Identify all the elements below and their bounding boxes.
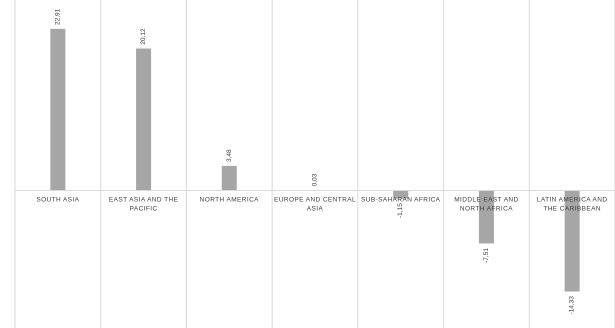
data-label: -1,15 bbox=[397, 203, 404, 218]
category-label: MIDDLE EAST AND bbox=[454, 196, 518, 203]
data-label: 3,48 bbox=[226, 149, 233, 162]
grid-lines bbox=[14, 0, 615, 328]
category-label: ASIA bbox=[307, 205, 324, 212]
category-label: PACIFIC bbox=[130, 205, 158, 212]
category-label: EAST ASIA AND THE bbox=[109, 196, 179, 203]
data-labels-group: 22,91 20,12 3,48 0,03 -1,15 -7,51 -14,33 bbox=[54, 8, 575, 314]
bar bbox=[221, 165, 237, 191]
category-label: NORTH AFRICA bbox=[460, 205, 513, 212]
category-labels-group: SOUTH ASIA EAST ASIA AND THE PACIFIC NORTH … bbox=[36, 196, 607, 212]
category-label: EUROPE AND CENTRAL bbox=[274, 196, 356, 203]
data-label: 22,91 bbox=[54, 8, 61, 25]
data-label: 0,03 bbox=[312, 173, 319, 186]
category-label: THE CARIBBEAN bbox=[543, 205, 601, 212]
bar bbox=[393, 190, 409, 199]
bar bbox=[478, 190, 494, 244]
bars-group bbox=[50, 28, 580, 292]
category-label: SUB-SAHARAN AFRICA bbox=[361, 196, 441, 203]
data-label: -7,51 bbox=[483, 248, 490, 263]
category-label: SOUTH ASIA bbox=[36, 196, 79, 203]
bar bbox=[564, 190, 580, 292]
bar bbox=[50, 28, 66, 191]
bar bbox=[136, 48, 152, 191]
category-label: LATIN AMERICA AND bbox=[537, 196, 608, 203]
data-label: 20,12 bbox=[140, 28, 147, 45]
category-label: NORTH AMERICA bbox=[200, 196, 260, 203]
data-label: -14,33 bbox=[569, 296, 576, 315]
